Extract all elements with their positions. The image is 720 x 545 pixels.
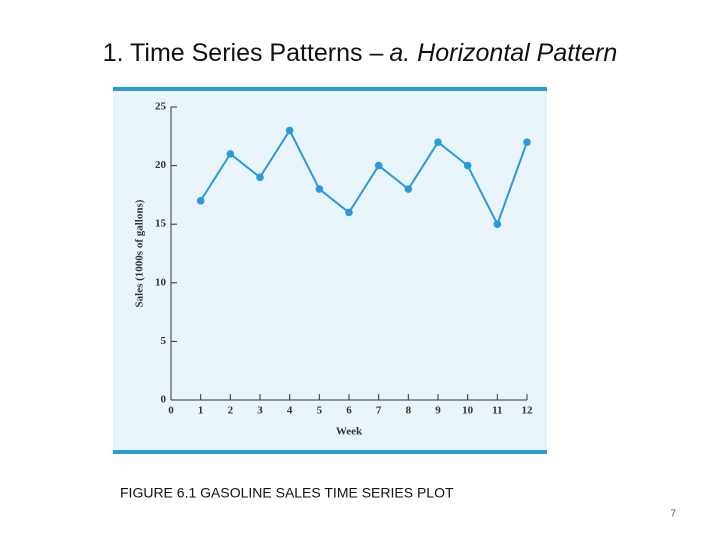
series-line [199,128,528,227]
title-emphasis: a. Horizontal Pattern [389,39,617,67]
chart-panel [113,88,547,453]
y-tick-label: 5 [161,335,167,347]
x-axis-label: Week [336,426,363,438]
x-tick-label: 4 [287,405,293,417]
x-tick-label: 11 [492,405,502,417]
panel-border-top [113,87,547,91]
data-point [374,161,383,170]
data-point [463,161,472,170]
title-text: 1. Time Series Patterns – [103,39,384,67]
slide-title: 1. Time Series Patterns – a. Horizontal P… [103,39,618,67]
page-number: 7 [670,509,676,520]
x-tick-label: 9 [435,405,441,417]
data-point [493,220,502,228]
y-tick-label: 15 [155,218,167,230]
data-point [404,185,413,193]
data-point [315,185,324,193]
y-tick-label: 25 [155,101,167,113]
x-tick-label: 3 [257,405,263,417]
data-point [196,196,205,205]
figure-caption: FIGURE 6.1 GASOLINE SALES TIME SERIES PL… [120,485,454,501]
data-point [285,126,294,135]
data-point [226,150,235,158]
y-tick-label: 0 [161,394,167,406]
x-tick-label: 1 [198,405,204,417]
x-tick-label: 0 [168,405,174,417]
x-tick-label: 6 [346,405,352,417]
y-tick-label: 20 [155,159,167,171]
data-point [523,138,531,146]
data-point [434,138,442,146]
data-point [256,173,264,182]
x-tick-label: 5 [317,405,323,417]
x-tick-label: 2 [228,405,234,417]
y-tick-label: 10 [155,276,167,288]
x-tick-label: 8 [406,405,412,417]
x-tick-label: 7 [376,405,382,417]
y-axis-label: Sales (1000s of gallons) [134,199,146,307]
data-point [345,208,353,217]
panel-border-bottom [113,450,547,454]
x-tick-label: 10 [462,405,474,417]
x-tick-label: 12 [522,405,534,417]
